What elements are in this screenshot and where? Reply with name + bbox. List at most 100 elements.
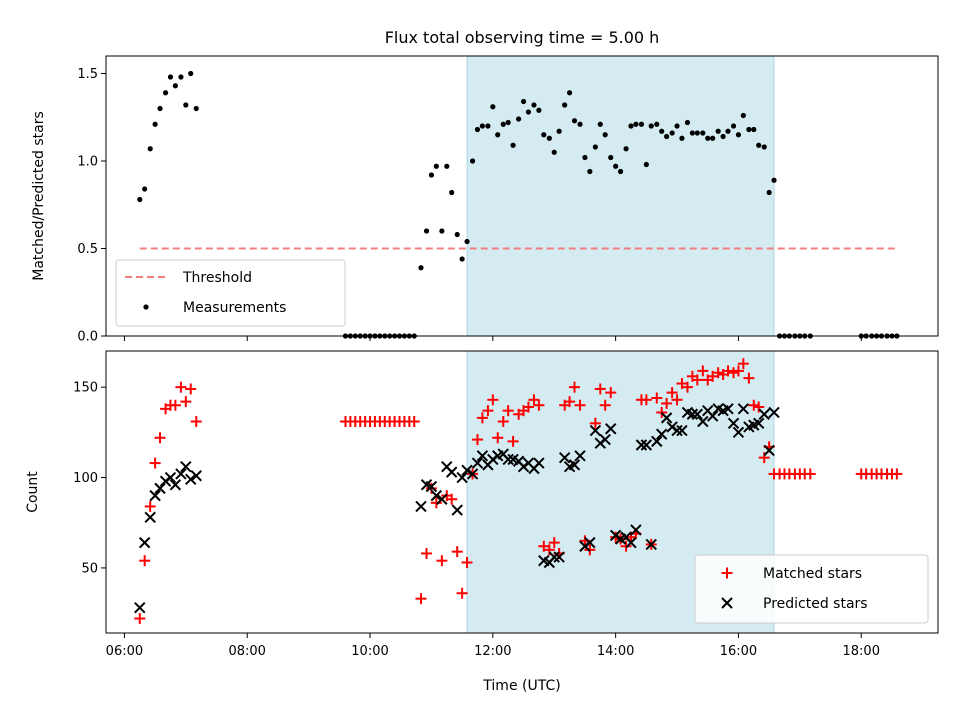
measurement-point [705, 135, 711, 141]
predicted-star-point [763, 444, 775, 457]
matched-star-point [446, 493, 458, 505]
predicted-star-point [676, 424, 688, 437]
measurement-point [500, 121, 506, 127]
matched-star-point [753, 401, 765, 413]
measurements-points [137, 70, 900, 339]
top-legend-box [115, 259, 346, 327]
measurement-point [531, 102, 537, 108]
matched-star-point [564, 396, 576, 408]
measurement-point [449, 189, 455, 196]
measurement-point [582, 154, 588, 161]
measurement-point [418, 265, 424, 271]
measurement-point [566, 90, 573, 96]
measurement-point [648, 123, 654, 129]
predicted-star-point [697, 415, 709, 428]
predicted-star-point [625, 536, 637, 549]
measurement-point [516, 116, 522, 122]
predicted-star-point [706, 410, 719, 422]
measurement-point [633, 121, 639, 127]
x-tick-label: 16:00 [720, 644, 757, 659]
measurement-point [520, 98, 527, 105]
matched-star-point [522, 401, 534, 413]
matched-stars-legend-glyph [721, 567, 733, 579]
measurement-point [602, 132, 608, 138]
measurement-point [147, 146, 153, 152]
predicted-star-point [415, 500, 427, 513]
matched-star-point [461, 557, 473, 568]
matched-star-point [476, 412, 488, 424]
measurement-point [669, 130, 675, 136]
matched-stars-legend-label: Matched stars [763, 566, 862, 582]
measurement-point [464, 238, 470, 245]
measurement-point [459, 256, 465, 262]
measurement-point [628, 123, 634, 129]
matched-star-point [681, 381, 693, 393]
predicted-star-point [768, 406, 780, 419]
measurement-point [541, 132, 547, 138]
matched-star-point [190, 416, 202, 427]
predicted-star-point [445, 466, 458, 478]
y-tick-label: 0.5 [77, 242, 98, 257]
measurement-point [592, 144, 598, 150]
matched-star-point [408, 416, 420, 427]
predicted-star-point [568, 459, 581, 471]
matched-star-point [456, 587, 468, 599]
predicted-star-point [655, 428, 668, 440]
measurement-point [193, 105, 199, 112]
predicted-star-point [456, 471, 468, 484]
measurement-point [730, 123, 737, 129]
measurement-point [659, 128, 665, 134]
matched-star-point [149, 457, 161, 469]
predicted-star-point [758, 408, 770, 420]
measurement-point [608, 154, 614, 161]
predicted-star-point [138, 536, 151, 549]
predicted-star-point [175, 468, 187, 480]
predicted-stars-points [134, 403, 780, 614]
predicted-star-point [185, 473, 197, 486]
matched-star-point [175, 381, 187, 393]
measurement-point [485, 123, 491, 129]
matched-star-point [154, 432, 166, 444]
predicted-star-point [660, 412, 673, 424]
measurement-point [137, 196, 143, 203]
x-axis-label: Time (UTC) [482, 678, 560, 694]
measurement-point [654, 121, 660, 127]
measurement-point [490, 104, 496, 110]
matched-star-point [144, 500, 156, 512]
matched-star-point [656, 406, 668, 418]
predicted-star-point [584, 536, 596, 549]
matched-star-point [502, 405, 514, 417]
matched-star-point [169, 399, 181, 411]
measurement-point [439, 228, 445, 234]
y-tick-label: 1.0 [77, 155, 98, 170]
measurement-point [183, 102, 189, 108]
predicted-stars-legend-label: Predicted stars [763, 596, 868, 612]
x-tick-label: 10:00 [351, 644, 388, 659]
measurement-point [551, 149, 557, 155]
matched-star-point [651, 392, 663, 404]
threshold-legend-label: Threshold [182, 270, 252, 286]
predicted-star-point [466, 468, 479, 480]
measurement-point [756, 142, 762, 148]
predicted-stars-legend-glyph [721, 597, 733, 609]
predicted-star-point [164, 471, 177, 484]
x-tick-label: 06:00 [106, 644, 143, 659]
matched-star-point [671, 394, 683, 406]
predicted-star-point [732, 426, 745, 439]
matched-star-point [471, 434, 483, 446]
predicted-star-point [651, 435, 663, 448]
matched-star-point [732, 365, 744, 377]
measurement-point [689, 130, 695, 136]
measurement-point [613, 163, 619, 169]
predicted-star-point [533, 457, 545, 469]
measurement-point [525, 109, 532, 115]
x-tick-label: 12:00 [474, 644, 511, 659]
predicted-star-point [149, 489, 161, 502]
predicted-star-point [430, 489, 443, 502]
y-tick-label: 50 [81, 561, 98, 576]
measurement-point [720, 133, 726, 140]
measurement-point [167, 74, 174, 80]
measurement-point [771, 177, 777, 183]
matched-star-point [661, 397, 673, 409]
